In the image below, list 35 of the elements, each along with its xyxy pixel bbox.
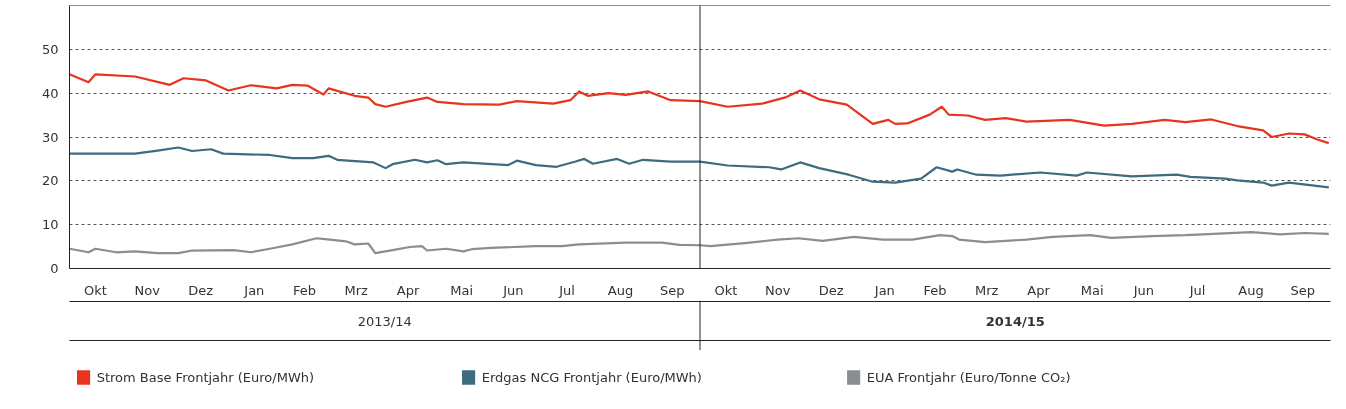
x-tick-label: Okt	[83, 282, 107, 298]
x-tick-label: Nov	[765, 282, 791, 298]
x-tick-label: Jan	[243, 282, 265, 298]
y-tick-label: 30	[41, 129, 59, 145]
x-tick-label: Jun	[1132, 282, 1155, 298]
x-tick-label: Dez	[818, 282, 844, 298]
legend-label: Erdgas NCG Frontjahr (Euro/MWh)	[481, 370, 702, 385]
x-tick-label: Aug	[607, 282, 634, 298]
text: 2013/14	[357, 313, 412, 329]
y-tick-label: 0	[50, 261, 59, 276]
legend-label: Strom Base Frontjahr (Euro/MWh)	[96, 370, 315, 385]
x-tick-label: Mai	[1080, 282, 1104, 298]
x-tick-label: Apr	[396, 282, 420, 298]
x-tick-label: Mrz	[344, 282, 369, 298]
x-tick-label: Jul	[558, 282, 575, 298]
legend-label: EUA Frontjahr (Euro/Tonne CO₂)	[866, 370, 1071, 385]
x-tick-label: Okt	[714, 282, 738, 298]
x-tick-label: Nov	[134, 282, 161, 298]
text: 2014/15	[985, 313, 1045, 329]
x-tick-label: Sep	[660, 282, 685, 298]
x-tick-label: Jan	[873, 282, 895, 298]
x-tick-label: Mai	[450, 282, 474, 298]
y-tick-label: 10	[41, 217, 59, 233]
x-tick-label: Mrz	[975, 282, 999, 298]
y-tick-label: 50	[41, 41, 59, 57]
x-tick-label: Dez	[188, 282, 214, 298]
y-tick-label: 20	[41, 173, 59, 189]
y-tick-label: 40	[41, 85, 59, 101]
x-tick-label: Apr	[1027, 282, 1051, 298]
x-tick-label: Sep	[1290, 282, 1316, 298]
x-tick-label: Aug	[1238, 282, 1264, 298]
x-tick-label: Jul	[1188, 282, 1206, 298]
x-tick-label: Jun	[502, 282, 524, 298]
x-tick-label: Feb	[923, 282, 947, 298]
x-tick-label: Feb	[292, 282, 316, 298]
